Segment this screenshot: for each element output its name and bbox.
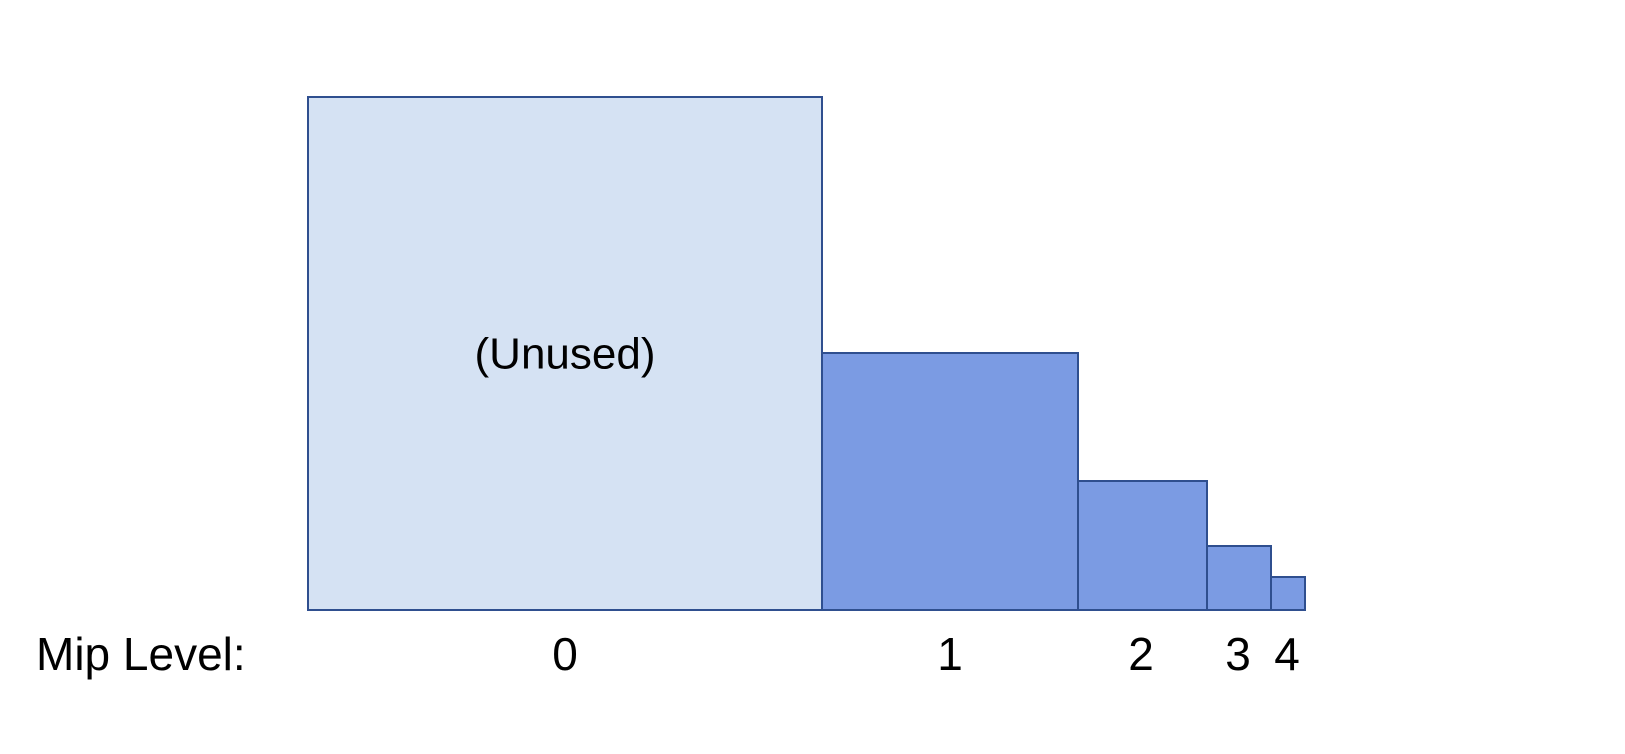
level-label: 4 [1274, 628, 1300, 680]
mip-level-2-block [1077, 480, 1208, 611]
caption: Mip Level: [36, 628, 246, 680]
mip-level-3-block [1206, 545, 1272, 611]
mip-level-0-block [307, 96, 823, 611]
level-label: 3 [1225, 628, 1251, 680]
mip-level-1-block [821, 352, 1079, 611]
mip-level-4-block [1270, 576, 1306, 611]
level-label: 2 [1128, 628, 1154, 680]
level-label: 1 [937, 628, 963, 680]
level-label: 0 [552, 628, 578, 680]
unused-note: (Unused) [475, 330, 656, 379]
